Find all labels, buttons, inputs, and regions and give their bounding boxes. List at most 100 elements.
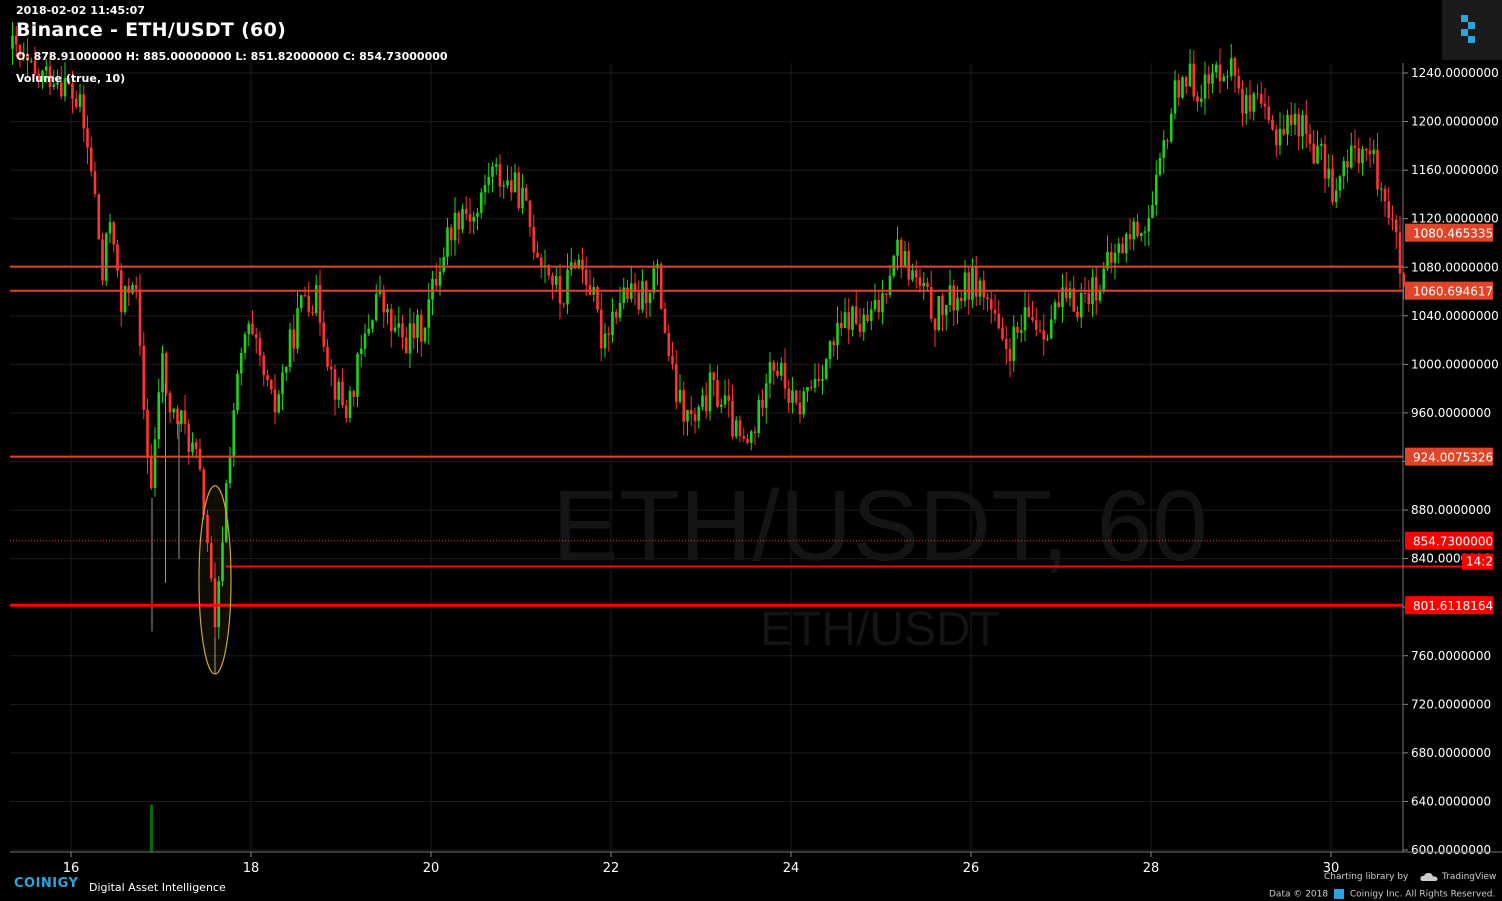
candle-body [1353,145,1357,149]
volume-layer [150,804,153,852]
candle-body [1383,188,1387,202]
x-tick-label: 26 [963,861,980,876]
ohlc-readout: O: 878.91000000 H: 885.00000000 L: 851.8… [16,50,448,63]
candle-body [1196,96,1199,102]
candle-body [982,280,986,298]
highlight-ellipse-layer [198,485,232,675]
y-tick-label: 1040.0000000 [1411,309,1499,323]
candle-body [776,370,779,376]
candle-body [1338,176,1342,191]
candle-body [232,410,236,457]
candle-body [678,390,682,402]
candle-body [948,285,952,305]
candle-body [851,306,854,330]
candle-body [1323,144,1327,179]
candle-body [888,275,892,295]
level-label-bg [1405,447,1493,466]
candle-body [806,387,809,392]
candle-body [187,423,191,453]
candle-body [1173,80,1177,114]
candle-body [798,402,802,415]
candle-body [1402,273,1406,287]
candle-body [667,332,671,356]
candle-body [1188,63,1192,87]
candle-body [1387,201,1391,219]
candle-body [1057,302,1061,308]
candle-body [101,239,104,281]
candle-body [442,257,446,272]
candle-body [903,251,907,268]
level-label: 1060.694617 [1413,285,1493,299]
candle-body [1121,243,1124,254]
y-tick-label: 720.0000000 [1411,697,1491,711]
candle-body [363,333,367,349]
volume-legend[interactable]: Volume (true, 10) [16,72,126,85]
candle-body [772,362,776,371]
candle-body [314,285,318,314]
candle-body [401,323,404,338]
candle-body [52,84,56,87]
candle-body [494,164,498,167]
last-price-label: 854.7300000 [1413,535,1493,549]
y-tick-label: 1120.0000000 [1411,212,1499,226]
candle-body [839,322,843,328]
candle-body [93,171,97,194]
candle-body [614,311,618,318]
candle-body [1379,188,1383,190]
candle-body [1316,145,1319,164]
watermark-small: ETH/USDT [760,603,1000,656]
tradingview-link[interactable]: TradingView [1442,872,1497,882]
candle-body [393,327,397,332]
candle-body [809,387,813,389]
highlight-ellipse [198,485,232,675]
candle-body [206,514,209,544]
candle-body [974,266,978,297]
candle-body [971,266,974,300]
candle-body [1346,161,1349,168]
candle-body [164,353,168,394]
candle-body [1372,149,1376,155]
candle-body [123,286,127,313]
candle-body [723,395,727,405]
y-tick-label: 1200.0000000 [1411,115,1499,129]
candle-body [817,379,821,381]
candle-body [86,128,89,148]
coinigy-logo-button[interactable] [1442,0,1502,60]
candle-body [1027,307,1031,318]
candle-body [247,323,251,335]
candle-body [142,345,146,410]
candle-body [1211,72,1214,84]
candle-body [1008,348,1012,361]
brand-name: COINIGY [14,876,78,891]
candle-body [281,372,284,395]
candle-body [738,420,742,437]
x-tick-label: 22 [603,861,620,876]
candle-body [1376,149,1379,190]
candle-body [209,543,213,579]
candle-body [472,216,476,222]
candle-body [352,390,356,397]
candle-body [663,308,667,333]
candle-body [322,322,326,347]
candle-body [866,314,869,321]
x-tick-label: 16 [63,861,80,876]
candle-body [1218,64,1222,82]
candle-body [881,293,884,313]
candle-body [509,180,513,193]
countdown-bg [1462,553,1493,570]
candle-body [97,193,101,240]
candle-body [284,367,288,373]
candle-body [757,399,761,434]
candle-body [783,362,787,389]
candle-body [1019,330,1023,333]
candle-body [581,259,584,270]
candle-body [689,409,693,415]
horizontal-lines-layer [10,265,1493,607]
candle-body [438,271,442,286]
candle-body [483,185,487,193]
candle-body [1132,221,1136,240]
x-tick-label: 20 [423,861,440,876]
candle-body [116,244,119,271]
candle-body [1162,140,1166,158]
